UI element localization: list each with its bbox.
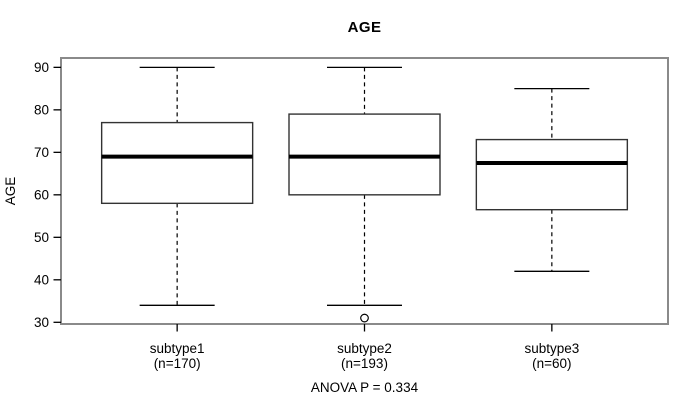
- y-tick-label: 70: [34, 145, 49, 160]
- y-tick-label: 40: [34, 272, 49, 287]
- y-tick-label: 80: [34, 102, 49, 117]
- category-sublabel: (n=170): [154, 356, 201, 371]
- category-sublabel: (n=60): [532, 356, 571, 371]
- y-tick-label: 50: [34, 230, 49, 245]
- category-sublabel: (n=193): [341, 356, 388, 371]
- y-tick-label: 60: [34, 187, 49, 202]
- y-axis-label: AGE: [3, 177, 18, 206]
- anova-annotation: ANOVA P = 0.334: [310, 380, 419, 395]
- iqr-box: [288, 113, 441, 196]
- category-label: subtype3: [524, 341, 579, 356]
- y-tick-label: 30: [34, 315, 49, 330]
- category-label: subtype1: [150, 341, 205, 356]
- chart-title: AGE: [347, 19, 382, 36]
- iqr-box: [475, 138, 629, 211]
- category-label: subtype2: [337, 341, 392, 356]
- y-tick-label: 90: [34, 60, 49, 75]
- iqr-box: [100, 121, 254, 205]
- outlier-point: [360, 313, 369, 323]
